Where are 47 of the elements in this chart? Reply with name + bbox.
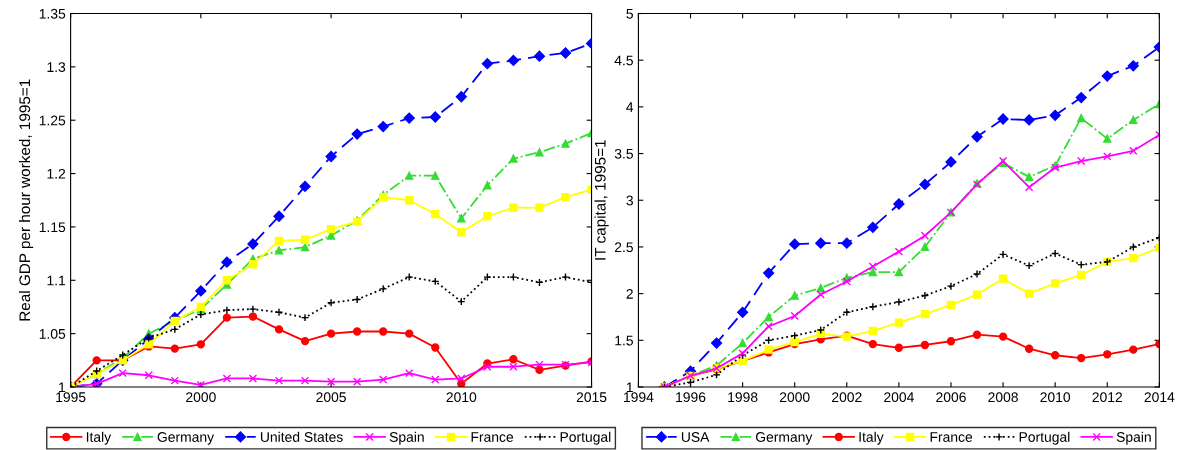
y-tick-label: 1 <box>59 382 66 393</box>
y-axis-title: Real GDP per hour worked, 1995=1 <box>18 79 34 321</box>
legend-label: Spain <box>1116 431 1151 445</box>
x-tick-label: 2000 <box>779 392 810 403</box>
x-tick-label: 2010 <box>1040 392 1071 403</box>
y-tick-label: 1.35 <box>39 8 66 19</box>
y-tick-label: 1.2 <box>47 168 66 179</box>
legend-label: Germany <box>755 432 813 445</box>
x-tick-label: 1994 <box>624 392 654 403</box>
x-tick-label: 2008 <box>988 392 1018 403</box>
x-tick-label: 2004 <box>884 392 914 403</box>
y-tick-label: 3.5 <box>614 148 633 159</box>
y-tick-label: 3 <box>626 195 633 206</box>
x-tick-label: 2005 <box>316 392 346 403</box>
x-tick-label: 1998 <box>728 392 758 403</box>
y-tick-label: 1.25 <box>39 115 66 126</box>
y-tick-label: 1.05 <box>39 328 66 339</box>
legend-label: Germany <box>157 432 215 445</box>
x-tick-label: 1995 <box>56 392 86 403</box>
legend-label: France <box>471 432 514 442</box>
x-tick-label: 2006 <box>936 392 966 403</box>
legend-label: Italy <box>86 431 112 445</box>
legend-label: France <box>930 432 973 442</box>
x-tick-label: 2000 <box>186 392 216 403</box>
legend-label: USA <box>681 432 710 442</box>
y-tick-label: 1 <box>626 382 633 393</box>
x-tick-label: 2012 <box>1092 392 1123 403</box>
x-tick-label: 2002 <box>832 392 862 403</box>
y-axis-title: IT capital, 1995=1 <box>594 140 609 260</box>
y-tick-label: 1.3 <box>47 62 66 73</box>
y-tick-label: 1.15 <box>39 222 66 233</box>
legend-label: United States <box>260 431 343 442</box>
legend-label: Italy <box>859 431 884 445</box>
x-tick-label: 1996 <box>676 392 706 403</box>
y-tick-label: 2.5 <box>614 242 633 253</box>
y-tick-label: 1.1 <box>47 275 66 286</box>
y-tick-label: 4.5 <box>614 55 633 66</box>
x-tick-label: 2014 <box>1144 392 1175 403</box>
x-tick-label: 2010 <box>446 392 477 403</box>
legend-label: Spain <box>389 431 424 445</box>
legend-label: Portugal <box>560 431 611 445</box>
legend-label: Portugal <box>1019 431 1070 445</box>
y-tick-label: 2 <box>626 288 633 299</box>
x-tick-label: 2015 <box>576 392 607 403</box>
y-tick-label: 1.5 <box>615 335 633 346</box>
y-tick-label: 5 <box>626 8 633 19</box>
y-tick-label: 4 <box>626 102 634 112</box>
